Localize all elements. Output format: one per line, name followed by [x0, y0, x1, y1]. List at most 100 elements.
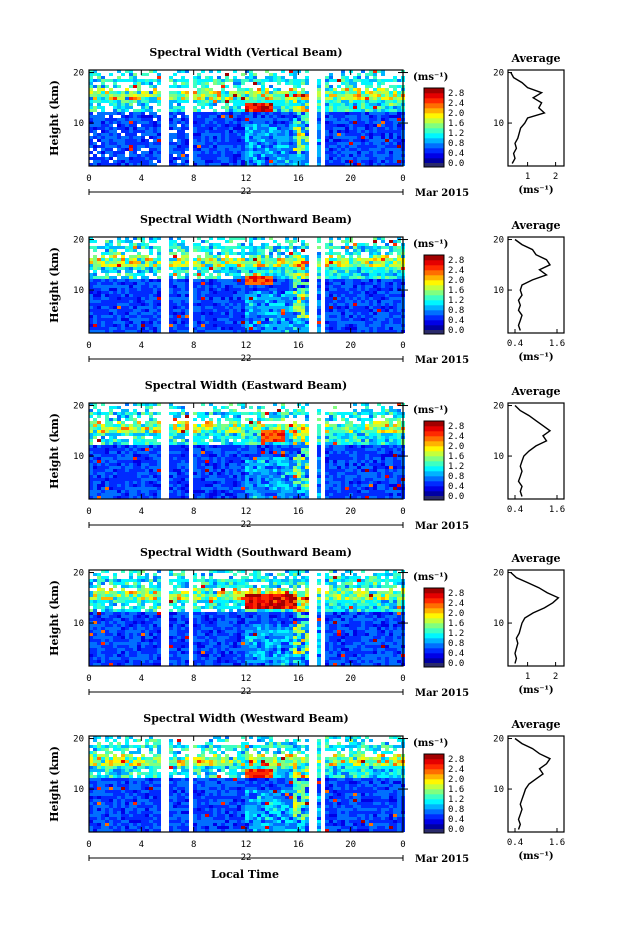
heatmap-cell [365, 160, 369, 163]
heatmap-cell [365, 279, 369, 282]
heatmap-cell [365, 127, 369, 130]
heatmap-cell [149, 430, 153, 433]
heatmap-cell [141, 273, 145, 276]
heatmap-cell [253, 130, 257, 133]
heatmap-cell [181, 309, 185, 312]
heatmap-cell [157, 276, 161, 279]
heatmap-cell [221, 151, 225, 154]
heatmap-cell [253, 430, 257, 433]
heatmap-cell [193, 85, 197, 88]
heatmap-cell [181, 148, 185, 151]
heatmap-cell [101, 109, 105, 112]
heatmap-cell [385, 285, 389, 288]
heatmap-cell [377, 321, 381, 324]
heatmap-cell [177, 121, 181, 124]
heatmap-cell [137, 82, 141, 85]
heatmap-cell [213, 288, 217, 291]
heatmap-cell [129, 261, 133, 264]
heatmap-cell [325, 121, 329, 124]
heatmap-cell [125, 160, 129, 163]
heatmap-cell [241, 145, 245, 148]
heatmap-cell [225, 246, 229, 249]
heatmap-cell [101, 127, 105, 130]
heatmap-cell [273, 246, 277, 249]
heatmap-cell [201, 130, 205, 133]
heatmap-cell [349, 124, 353, 127]
heatmap-cell [337, 427, 341, 430]
heatmap-cell [205, 255, 209, 258]
heatmap-cell [245, 273, 249, 276]
heatmap-cell [269, 252, 273, 255]
heatmap-cell [237, 285, 241, 288]
heatmap-cell [349, 252, 353, 255]
heatmap-cell [217, 252, 221, 255]
heatmap-cell [353, 127, 357, 130]
heatmap-cell [265, 258, 269, 261]
heatmap-cell [381, 427, 385, 430]
heatmap-cell [385, 157, 389, 160]
heatmap-cell [133, 82, 137, 85]
heatmap-cell [261, 88, 265, 91]
heatmap-cell [245, 418, 249, 421]
heatmap-cell [101, 282, 105, 285]
heatmap-cell [277, 157, 281, 160]
heatmap-cell [153, 294, 157, 297]
heatmap-cell [273, 106, 277, 109]
heatmap-cell [281, 160, 285, 163]
heatmap-cell [345, 294, 349, 297]
heatmap-cell [301, 154, 305, 157]
heatmap-cell [281, 157, 285, 160]
heatmap-cell [293, 330, 297, 333]
heatmap-cell [201, 312, 205, 315]
heatmap-cell [345, 82, 349, 85]
heatmap-cell [213, 97, 217, 100]
heatmap-cell [205, 142, 209, 145]
heatmap-cell [145, 403, 149, 406]
heatmap-cell [157, 303, 161, 306]
heatmap-cell [197, 133, 201, 136]
heatmap-cell [249, 127, 253, 130]
heatmap-cell [193, 124, 197, 127]
heatmap-cell [305, 124, 309, 127]
heatmap-cell [285, 97, 289, 100]
heatmap-cell [289, 124, 293, 127]
heatmap-cell [157, 73, 161, 76]
heatmap-cell [393, 409, 397, 412]
heatmap-cell [345, 300, 349, 303]
heatmap-cell [153, 100, 157, 103]
heatmap-cell [285, 148, 289, 151]
heatmap-cell [373, 97, 377, 100]
heatmap-cell [145, 285, 149, 288]
heatmap-cell [169, 100, 173, 103]
heatmap-cell [353, 106, 357, 109]
heatmap-cell [241, 297, 245, 300]
heatmap-cell [245, 151, 249, 154]
heatmap-cell [353, 282, 357, 285]
heatmap-cell [209, 276, 213, 279]
heatmap-cell [301, 330, 305, 333]
heatmap-cell [389, 288, 393, 291]
heatmap-cell [113, 163, 117, 166]
heatmap-cell [221, 436, 225, 439]
heatmap-cell [377, 160, 381, 163]
heatmap-cell [361, 100, 365, 103]
heatmap-cell [297, 145, 301, 148]
heatmap-cell [173, 406, 177, 409]
heatmap-cell [237, 109, 241, 112]
heatmap-cell [361, 421, 365, 424]
heatmap-cell [333, 264, 337, 267]
heatmap-cell [361, 121, 365, 124]
heatmap-cell [317, 261, 321, 264]
heatmap-cell [257, 94, 261, 97]
heatmap-cell [261, 94, 265, 97]
heatmap-cell [269, 151, 273, 154]
heatmap-cell [269, 439, 273, 442]
heatmap-cell [297, 148, 301, 151]
heatmap-cell [377, 121, 381, 124]
heatmap-cell [397, 124, 401, 127]
heatmap-cell [201, 70, 205, 73]
heatmap-cell [385, 109, 389, 112]
heatmap-cell [237, 436, 241, 439]
heatmap-cell [337, 267, 341, 270]
heatmap-cell [233, 94, 237, 97]
